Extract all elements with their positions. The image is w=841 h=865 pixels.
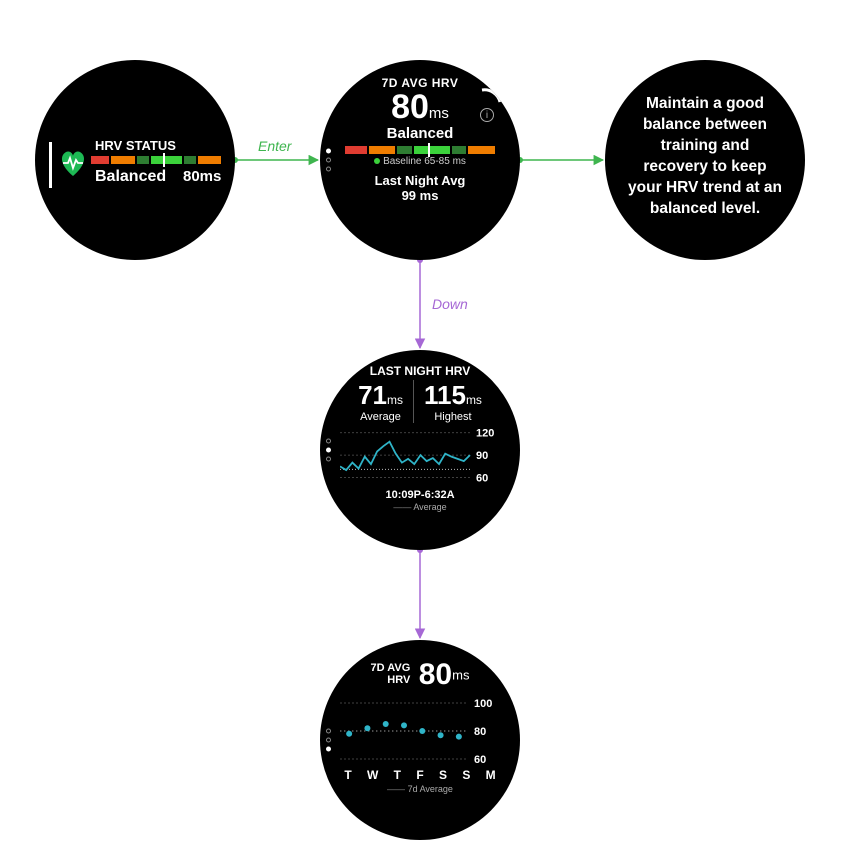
heart-icon bbox=[57, 148, 89, 183]
down-label: Down bbox=[432, 296, 468, 312]
status-value: 80ms bbox=[183, 168, 221, 185]
lastnight-label: Last Night Avg bbox=[320, 173, 520, 188]
svg-text:80: 80 bbox=[474, 726, 486, 738]
avg-unit: ms bbox=[387, 393, 403, 407]
watch-hrv-status-widget[interactable]: HRV STATUS Balanced 80ms bbox=[35, 60, 235, 260]
page-dots bbox=[326, 729, 331, 752]
status: Balanced bbox=[320, 125, 520, 142]
info-icon[interactable]: i bbox=[480, 108, 494, 122]
svg-text:120: 120 bbox=[476, 429, 494, 440]
lastnight-value: 99 ms bbox=[320, 188, 520, 203]
watch-advice-text[interactable]: Maintain a good balance between training… bbox=[605, 60, 805, 260]
line-chart: 120 90 60 bbox=[340, 429, 500, 485]
page-dots bbox=[326, 149, 331, 172]
page-dots bbox=[326, 439, 331, 462]
legend: —— Average bbox=[320, 502, 520, 512]
scatter-chart: 100 80 60 bbox=[340, 696, 500, 766]
svg-text:100: 100 bbox=[474, 698, 492, 710]
unit: ms bbox=[429, 105, 449, 122]
header-l2: HRV bbox=[371, 675, 411, 687]
high-label: Highest bbox=[424, 411, 482, 423]
timerange: 10:09P-6:32A bbox=[320, 489, 520, 501]
status-bar bbox=[91, 156, 221, 164]
avg-label: Average bbox=[358, 411, 403, 423]
unit: ms bbox=[452, 668, 469, 683]
hrv-status-title: HRV STATUS bbox=[95, 138, 176, 153]
watch-7d-avg-summary[interactable]: i 7D AVG HRV 80ms Balanced Baseline 65-8… bbox=[320, 60, 520, 260]
high-value: 115 bbox=[424, 380, 466, 410]
svg-text:60: 60 bbox=[474, 754, 486, 766]
high-unit: ms bbox=[466, 393, 482, 407]
enter-label: Enter bbox=[258, 138, 291, 154]
legend: —— 7d Average bbox=[320, 784, 520, 794]
advice-text: Maintain a good balance between training… bbox=[605, 60, 805, 254]
svg-text:60: 60 bbox=[476, 473, 488, 485]
watch-7d-scatter[interactable]: 7D AVG HRV 80ms 1008060 T W T F S S M ——… bbox=[320, 640, 520, 840]
value: 80 bbox=[419, 658, 452, 691]
avg-value: 71 bbox=[358, 380, 387, 410]
watch-last-night-chart[interactable]: LAST NIGHT HRV 71ms Average 115ms Highes… bbox=[320, 350, 520, 550]
svg-text:90: 90 bbox=[476, 450, 488, 462]
side-indicator bbox=[49, 142, 52, 188]
value: 80 bbox=[391, 88, 429, 126]
status-bar bbox=[345, 146, 495, 154]
status-text: Balanced bbox=[95, 168, 166, 186]
x-labels: T W T F S S M bbox=[320, 768, 520, 782]
baseline: Baseline 65-85 ms bbox=[320, 156, 520, 167]
